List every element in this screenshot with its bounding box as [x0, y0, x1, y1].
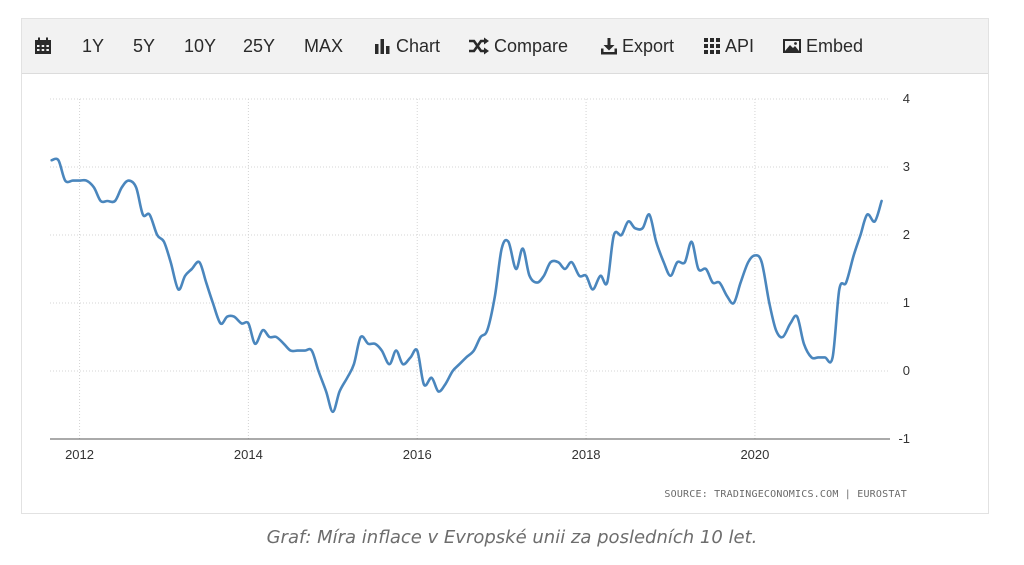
calendar-icon	[34, 37, 56, 55]
x-tick-label: 2016	[403, 447, 432, 462]
toolbar-1y-label: 1Y	[82, 35, 105, 56]
toolbar-chart-button[interactable]: Chart	[374, 19, 440, 73]
line-chart: 4 3 2 1 0 -1 2012 2014 2016 2018 2020 SOURCE: TRADI…	[50, 91, 910, 500]
y-tick-label: 3	[903, 159, 910, 174]
image-icon	[782, 37, 806, 55]
grid-icon	[703, 37, 725, 55]
figure-caption: Graf: Míra inflace v Evropské unii za po…	[266, 527, 758, 548]
toolbar-chart-label: Chart	[396, 35, 441, 56]
toolbar-api-button[interactable]: API	[703, 19, 754, 73]
toolbar-25y-label: 25Y	[243, 35, 276, 56]
x-tick-label: 2014	[234, 447, 263, 462]
toolbar-10y-label: 10Y	[184, 35, 217, 56]
y-tick-label: 1	[903, 295, 910, 310]
toolbar-embed-button[interactable]: Embed	[782, 19, 863, 73]
y-tick-label: 2	[903, 227, 910, 242]
toolbar-5y-button[interactable]: 5Y	[133, 19, 155, 73]
toolbar-max-button[interactable]: MAX	[304, 19, 343, 73]
toolbar-max-label: MAX	[304, 35, 344, 56]
chart-toolbar: 1Y 5Y 10Y 25Y MAX Chart Compare Export API Embed	[22, 19, 988, 74]
toolbar-compare-button[interactable]: Compare	[468, 19, 568, 73]
bar-chart-icon	[374, 37, 396, 55]
toolbar-5y-label: 5Y	[133, 35, 156, 56]
y-tick-label: 0	[903, 363, 910, 378]
toolbar-10y-button[interactable]: 10Y	[184, 19, 216, 73]
toolbar-api-label: API	[725, 35, 755, 56]
toolbar-export-button[interactable]: Export	[600, 19, 674, 73]
toolbar-25y-button[interactable]: 25Y	[243, 19, 275, 73]
shuffle-icon	[468, 37, 494, 55]
x-tick-label: 2018	[572, 447, 601, 462]
download-icon	[600, 37, 622, 55]
y-tick-label: 4	[903, 91, 910, 106]
chart-widget: 1Y 5Y 10Y 25Y MAX Chart Compare Export API Embed …	[21, 18, 989, 514]
toolbar-calendar-button[interactable]	[34, 19, 56, 73]
x-tick-label: 2020	[740, 447, 769, 462]
toolbar-embed-label: Embed	[806, 35, 864, 56]
source-text: SOURCE: TRADINGECONOMICS.COM | EUROSTAT	[664, 489, 907, 500]
inflation-series-line	[50, 157, 883, 414]
y-tick-label: -1	[898, 431, 910, 446]
toolbar-compare-label: Compare	[494, 35, 569, 56]
toolbar-1y-button[interactable]: 1Y	[82, 19, 104, 73]
x-tick-label: 2012	[65, 447, 94, 462]
toolbar-export-label: Export	[622, 35, 675, 56]
